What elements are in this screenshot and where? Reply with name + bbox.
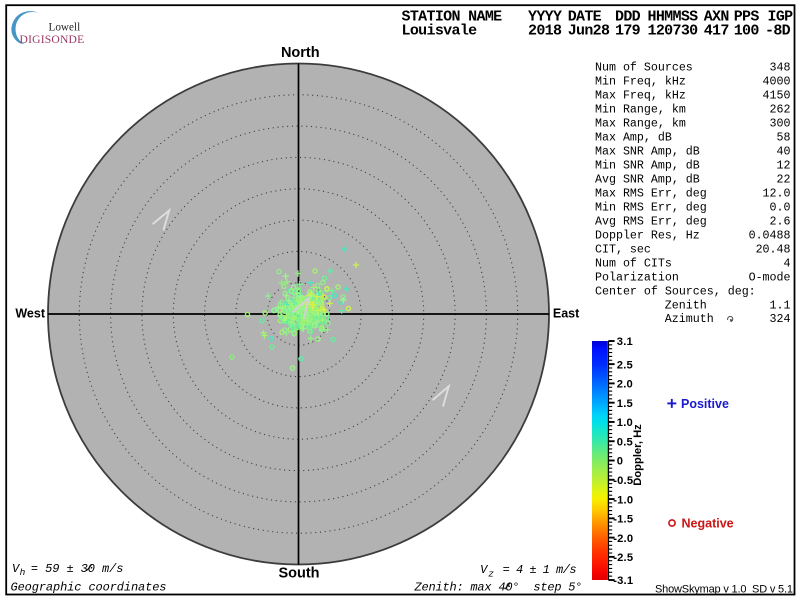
svg-text:0.5: 0.5 [617, 436, 633, 448]
svg-text:-1.0: -1.0 [613, 494, 633, 506]
svg-text:Avg RMS Err, deg: Avg RMS Err, deg [595, 215, 707, 228]
svg-text:22: 22 [777, 173, 791, 186]
svg-text:YYYY: YYYY [528, 9, 562, 26]
svg-text:Num of CITs: Num of CITs [595, 257, 672, 270]
svg-text:Max RMS Err, deg: Max RMS Err, deg [595, 187, 707, 200]
svg-text:2.5: 2.5 [617, 359, 633, 371]
svg-text:Max Freq, kHz: Max Freq, kHz [595, 90, 686, 103]
svg-text:West: West [15, 307, 45, 321]
svg-text:Doppler Res, Hz: Doppler Res, Hz [595, 229, 700, 242]
svg-text:40: 40 [777, 145, 791, 158]
svg-text:120730: 120730 [648, 22, 699, 39]
svg-text:100: 100 [734, 22, 760, 39]
svg-text:Zenith: Zenith [665, 299, 707, 312]
svg-text:h: h [20, 567, 26, 578]
svg-text:Positive: Positive [681, 397, 729, 411]
svg-text:-3.1: -3.1 [613, 575, 633, 587]
svg-text:Polarization: Polarization [595, 271, 679, 284]
svg-text:East: East [553, 307, 580, 321]
svg-text:0.0488: 0.0488 [749, 229, 791, 242]
svg-text:Center of Sources, deg:: Center of Sources, deg: [595, 285, 756, 298]
svg-text:2018: 2018 [528, 22, 562, 39]
svg-text:ShowSkymap v 1.0 SD v 5.1: ShowSkymap v 1.0 SD v 5.1 [655, 583, 793, 595]
svg-text:20.48: 20.48 [756, 243, 791, 256]
svg-text:PPS: PPS [734, 9, 760, 26]
svg-text:-2.5: -2.5 [613, 552, 633, 564]
svg-text:4: 4 [784, 257, 791, 270]
svg-text:58: 58 [777, 132, 791, 145]
svg-text:Num of Sources: Num of Sources [595, 62, 693, 75]
svg-text:348: 348 [770, 62, 791, 75]
svg-text:300: 300 [770, 118, 791, 131]
svg-text:Doppler, Hz: Doppler, Hz [632, 424, 644, 486]
svg-text:Min Range, km: Min Range, km [595, 104, 686, 117]
svg-text:= 59 ± 30 m/s: = 59 ± 30 m/s [31, 562, 124, 576]
svg-text:Lowell: Lowell [49, 22, 81, 34]
svg-text:DDD: DDD [615, 9, 641, 26]
svg-text:O-mode: O-mode [749, 271, 791, 284]
svg-text:2.0: 2.0 [617, 379, 633, 391]
svg-text:= 4 ± 1 m/s: = 4 ± 1 m/s [503, 563, 577, 577]
svg-text:North: North [281, 45, 320, 61]
svg-text:417: 417 [704, 22, 729, 39]
svg-text:-0.5: -0.5 [613, 475, 633, 487]
svg-text:Azimuth: Azimuth [665, 313, 714, 326]
svg-text:Max SNR Amp, dB: Max SNR Amp, dB [595, 145, 700, 158]
svg-text:12: 12 [777, 159, 791, 172]
svg-text:0.0: 0.0 [770, 201, 791, 214]
svg-text:Min Freq, kHz: Min Freq, kHz [595, 76, 686, 89]
svg-text:3.1: 3.1 [617, 336, 633, 348]
svg-text:Negative: Negative [682, 516, 734, 530]
svg-text:Max Range, km: Max Range, km [595, 118, 686, 131]
svg-text:324: 324 [770, 313, 791, 326]
svg-text:1.1: 1.1 [770, 299, 791, 312]
svg-text:z: z [488, 568, 494, 579]
svg-text:South: South [278, 566, 319, 582]
svg-text:V: V [12, 562, 21, 576]
svg-text:Jun28: Jun28 [568, 22, 610, 39]
svg-text:DATE: DATE [568, 9, 602, 26]
svg-text:2.6: 2.6 [770, 215, 791, 228]
svg-text:4150: 4150 [763, 90, 791, 103]
svg-text:1.0: 1.0 [617, 417, 633, 429]
svg-text:-1.5: -1.5 [613, 514, 633, 526]
svg-text:AXN: AXN [704, 9, 730, 26]
svg-text:Geographic coordinates: Geographic coordinates [11, 580, 167, 594]
svg-text:HHMMSS: HHMMSS [648, 9, 699, 26]
svg-text:IGP: IGP [768, 9, 794, 26]
svg-text:262: 262 [770, 104, 791, 117]
svg-text:Max Amp, dB: Max Amp, dB [595, 132, 672, 145]
svg-text:V: V [480, 563, 489, 577]
svg-text:0: 0 [617, 456, 623, 468]
svg-text:Zenith: max 40° step 5°: Zenith: max 40° step 5° [414, 581, 583, 595]
svg-text:Min SNR Amp, dB: Min SNR Amp, dB [595, 159, 700, 172]
svg-text:Avg SNR Amp, dB: Avg SNR Amp, dB [595, 173, 700, 186]
svg-text:179: 179 [615, 22, 641, 39]
svg-text:STATION NAME: STATION NAME [402, 9, 503, 26]
svg-text:1.5: 1.5 [617, 398, 633, 410]
svg-text:-8D: -8D [765, 22, 791, 39]
svg-text:CIT, sec: CIT, sec [595, 243, 651, 256]
svg-text:Min RMS Err, deg: Min RMS Err, deg [595, 201, 707, 214]
svg-text:4000: 4000 [763, 76, 791, 89]
svg-text:-2.0: -2.0 [613, 533, 633, 545]
svg-text:Louisvale: Louisvale [402, 22, 478, 39]
svg-text:DIGISONDE: DIGISONDE [20, 33, 85, 46]
svg-text:12.0: 12.0 [763, 187, 791, 200]
